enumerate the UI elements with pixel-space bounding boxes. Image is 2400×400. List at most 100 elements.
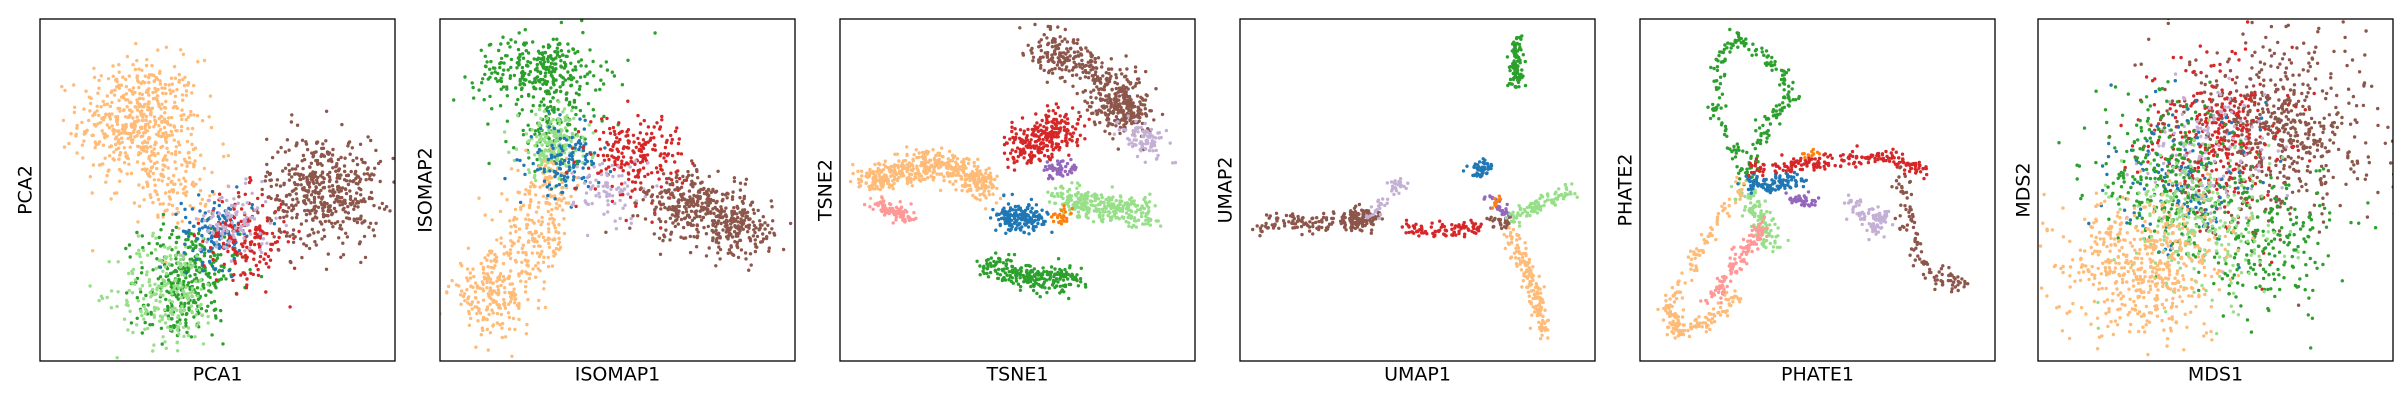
point-series-0 xyxy=(133,135,137,139)
point-series-6 xyxy=(639,186,643,190)
point-series-0 xyxy=(545,89,549,93)
point-series-0 xyxy=(145,149,149,154)
point-series-6 xyxy=(263,179,267,183)
point-series-2 xyxy=(1114,73,1118,77)
point-series-4 xyxy=(625,130,629,134)
point-series-0 xyxy=(917,155,921,160)
point-series-2 xyxy=(510,290,514,295)
point-series-2 xyxy=(1137,80,1142,85)
point-series-6 xyxy=(349,169,353,174)
point-series-2 xyxy=(508,219,512,223)
point-series-2 xyxy=(560,180,564,185)
point-series-0 xyxy=(588,70,592,74)
point-series-4 xyxy=(243,192,247,196)
point-series-1 xyxy=(184,312,188,317)
point-series-6 xyxy=(336,157,341,162)
point-series-2 xyxy=(1101,105,1106,110)
point-series-3 xyxy=(158,265,163,269)
point-series-0 xyxy=(584,64,588,68)
point-series-2 xyxy=(485,317,489,322)
point-series-1 xyxy=(159,326,164,330)
point-series-2 xyxy=(1042,33,1046,37)
point-series-0 xyxy=(965,189,970,193)
point-series-2 xyxy=(140,284,145,288)
point-series-1 xyxy=(876,201,880,205)
point-series-0 xyxy=(963,177,968,182)
point-series-0 xyxy=(874,178,878,182)
point-series-0 xyxy=(145,141,150,145)
point-series-4 xyxy=(253,227,258,232)
x-axis-label: PCA1 xyxy=(193,364,243,386)
point-series-6 xyxy=(377,206,382,210)
point-series-5 xyxy=(225,198,229,203)
point-series-2 xyxy=(450,278,454,283)
point-series-6 xyxy=(740,199,745,204)
point-series-6 xyxy=(369,138,373,143)
point-series-6 xyxy=(370,196,374,201)
point-series-0 xyxy=(891,164,896,169)
point-series-1 xyxy=(155,242,159,246)
point-series-6 xyxy=(763,227,767,231)
point-series-6 xyxy=(341,241,345,245)
point-series-1 xyxy=(547,128,551,132)
point-series-5 xyxy=(241,203,245,207)
point-series-2 xyxy=(521,243,525,247)
point-series-6 xyxy=(701,215,706,220)
point-series-2 xyxy=(1121,89,1125,93)
point-series-6 xyxy=(302,242,306,246)
point-series-6 xyxy=(332,206,337,211)
point-series-2 xyxy=(130,291,135,295)
point-series-0 xyxy=(516,97,520,102)
point-series-0 xyxy=(488,67,492,72)
point-series-0 xyxy=(148,169,152,173)
point-series-4 xyxy=(664,140,669,145)
point-series-0 xyxy=(189,109,193,114)
point-series-0 xyxy=(945,171,949,176)
point-series-1 xyxy=(562,107,567,111)
point-series-0 xyxy=(499,87,503,91)
point-series-0 xyxy=(879,170,884,174)
point-series-0 xyxy=(124,98,128,102)
point-series-5 xyxy=(250,191,254,195)
point-series-6 xyxy=(336,200,340,204)
point-series-1 xyxy=(174,240,179,245)
point-series-6 xyxy=(330,184,335,188)
point-series-0 xyxy=(951,182,955,186)
point-series-6 xyxy=(322,203,327,207)
point-series-6 xyxy=(355,191,359,195)
point-series-2 xyxy=(158,314,163,318)
point-series-0 xyxy=(561,82,565,87)
point-series-2 xyxy=(520,260,524,264)
point-series-2 xyxy=(154,266,158,271)
point-series-2 xyxy=(550,264,555,268)
point-series-0 xyxy=(164,138,168,142)
point-series-0 xyxy=(892,175,897,179)
point-series-0 xyxy=(122,160,127,165)
point-series-2 xyxy=(475,286,480,290)
point-series-2 xyxy=(1068,54,1072,58)
point-series-0 xyxy=(152,125,156,129)
point-series-5 xyxy=(613,201,617,206)
point-series-6 xyxy=(265,162,269,167)
point-series-3 xyxy=(567,165,572,169)
point-series-0 xyxy=(145,180,149,184)
point-series-0 xyxy=(112,150,116,154)
point-series-0 xyxy=(179,114,183,118)
point-series-0 xyxy=(601,82,606,86)
point-series-1 xyxy=(248,268,252,272)
point-series-2 xyxy=(179,310,184,314)
point-series-5 xyxy=(626,192,630,196)
point-series-0 xyxy=(927,169,932,173)
point-series-2 xyxy=(491,311,495,315)
point-series-6 xyxy=(655,195,660,199)
point-series-4 xyxy=(262,257,266,261)
point-series-6 xyxy=(316,205,321,209)
point-series-2 xyxy=(473,290,478,294)
point-series-2 xyxy=(486,348,490,352)
point-series-3 xyxy=(184,215,188,220)
point-series-0 xyxy=(501,72,505,77)
point-series-2 xyxy=(1114,115,1119,119)
point-series-2 xyxy=(1087,71,1091,75)
point-series-4 xyxy=(653,148,657,152)
